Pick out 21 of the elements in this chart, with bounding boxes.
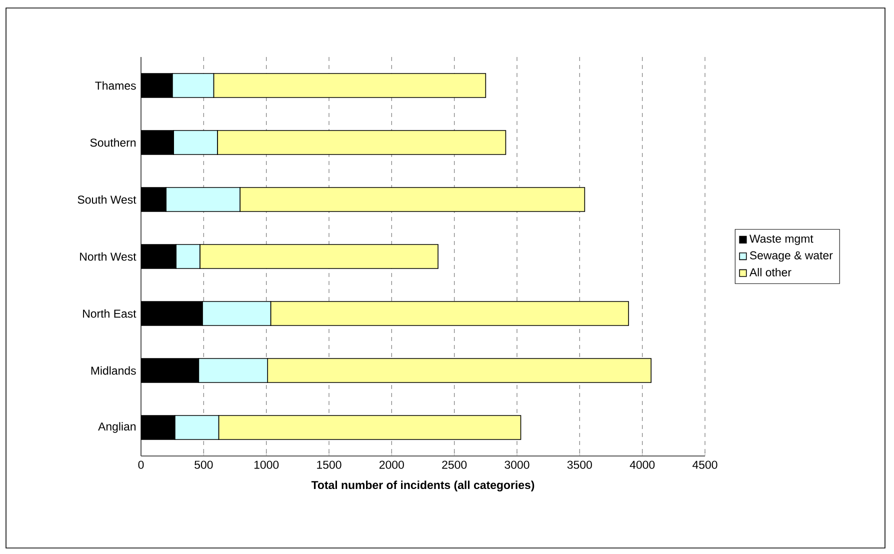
x-tick-label: 2500 [442, 460, 467, 469]
legend-label: All other [749, 268, 792, 276]
y-tick-label: Midlands [91, 366, 136, 375]
y-tick-label: North West [80, 252, 136, 261]
x-tick-label: 4000 [630, 460, 655, 469]
x-tick-label: 4500 [692, 460, 718, 469]
x-tick-label: 0 [138, 460, 144, 469]
x-tick-label: 2000 [379, 460, 404, 469]
y-tick-label: North East [83, 309, 136, 318]
y-tick-label: Southern [90, 138, 136, 147]
x-tick-label: 1000 [254, 460, 279, 469]
y-tick-label: Anglian [98, 422, 136, 433]
y-tick-label: South West [78, 195, 136, 204]
x-tick-label: 500 [194, 460, 213, 469]
y-tick-label: Thames [95, 81, 136, 90]
x-tick-label: 1500 [317, 460, 342, 469]
x-tick-label: 3000 [504, 460, 530, 469]
legend-label: Sewage & water [750, 251, 833, 262]
x-axis-title: Total number of incidents (all categories) [311, 480, 534, 492]
x-tick-label: 3500 [567, 460, 592, 469]
legend-label: Waste mgmt [749, 234, 814, 246]
